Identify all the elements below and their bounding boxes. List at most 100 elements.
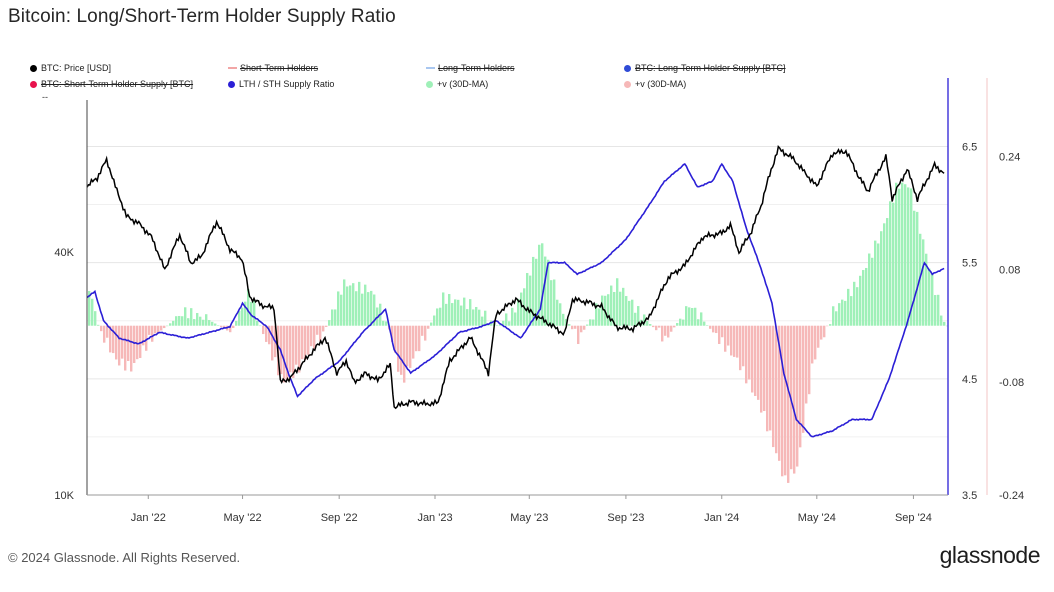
oscillator-bar-positive: [637, 306, 640, 326]
oscillator-bar-negative: [139, 325, 142, 358]
oscillator-bar-positive: [199, 316, 202, 326]
oscillator-bar-positive: [937, 294, 940, 326]
oscillator-bar-negative: [397, 325, 400, 372]
oscillator-bar-positive: [448, 294, 451, 326]
oscillator-bar-positive: [631, 299, 634, 326]
oscillator-bar-negative: [751, 325, 754, 393]
oscillator-bar-positive: [442, 292, 445, 326]
oscillator-bar-positive: [841, 299, 844, 326]
oscillator-bar-negative: [826, 325, 829, 327]
legend-marker-sth-supply: [30, 80, 37, 88]
oscillator-bar-positive: [382, 320, 385, 326]
oscillator-bar-positive: [643, 314, 646, 326]
oscillator-bar-negative: [301, 325, 304, 360]
oscillator-bar-negative: [754, 325, 757, 397]
ratio-line: [86, 162, 945, 438]
oscillator-bar-positive: [871, 257, 874, 326]
x-tick-label: May '22: [223, 512, 261, 524]
oscillator-bar-positive: [625, 296, 628, 326]
legend-item-long-term-holders[interactable]: Long-Term Holders: [426, 63, 515, 73]
oscillator-bar-negative: [802, 325, 805, 433]
price-tick-label: 40K: [54, 247, 74, 259]
oscillator-bar-negative: [727, 325, 730, 346]
oscillator-bar-positive: [364, 284, 367, 326]
oscillator-bar-positive: [181, 316, 184, 326]
oscillator-bar-positive: [352, 283, 355, 326]
oscillator-bar-negative: [424, 325, 427, 341]
oscillator-bar-negative: [820, 325, 823, 340]
oscillator-bar-negative: [805, 325, 808, 404]
oscillator-bar-positive: [844, 300, 847, 326]
oscillator-bar-negative: [712, 325, 715, 333]
oscillator-bar-negative: [661, 325, 664, 342]
oscillator-bar-negative: [220, 325, 223, 327]
oscillator-bar-positive: [610, 285, 613, 326]
oscillator-bar-positive: [238, 310, 241, 326]
oscillator-bar-negative: [283, 325, 286, 383]
oscillator-bar-negative: [262, 325, 265, 335]
oscillator-bar-positive: [547, 259, 550, 326]
oscillator-bar-positive: [496, 325, 499, 326]
legend-item-negative-ma[interactable]: +v (30D-MA): [624, 79, 686, 89]
oscillator-bar-positive: [532, 256, 535, 326]
legend-item-lth-supply[interactable]: BTC: Long-Term Holder Supply [BTC]: [624, 63, 786, 73]
ratio-tick-label: 3.5: [962, 490, 977, 502]
oscillator-bar-positive: [682, 319, 685, 326]
oscillator-bar-positive: [883, 223, 886, 326]
legend-item-lth-sth-ratio[interactable]: LTH / STH Supply Ratio: [228, 79, 334, 89]
oscillator-bar-negative: [115, 325, 118, 360]
oscillator-bar-positive: [886, 218, 889, 326]
oscillator-bar-negative: [652, 325, 655, 328]
oscillator-bar-positive: [895, 182, 898, 326]
oscillator-bar-negative: [415, 325, 418, 352]
oscillator-bar-positive: [235, 321, 238, 326]
oscillator-tick-label: -0.08: [999, 377, 1024, 389]
oscillator-bar-negative: [265, 325, 268, 342]
oscillator-bar-positive: [346, 286, 349, 326]
legend-item-short-term-holders[interactable]: Short-Term Holders: [228, 63, 318, 73]
legend-item-btc-price[interactable]: BTC: Price [USD]: [30, 63, 111, 73]
oscillator-bar-positive: [853, 281, 856, 326]
oscillator-bar-positive: [946, 325, 949, 327]
legend-marker-sth: [228, 67, 237, 69]
oscillator-bar-positive: [676, 323, 679, 326]
oscillator-bar-negative: [109, 325, 112, 353]
oscillator-bar-positive: [337, 291, 340, 326]
oscillator-bar-positive: [874, 240, 877, 326]
oscillator-bar-positive: [898, 188, 901, 326]
price-tick-label: 10K: [54, 490, 74, 502]
oscillator-bar-positive: [433, 315, 436, 326]
oscillator-bar-positive: [463, 297, 466, 326]
legend-item-positive-ma[interactable]: +v (30D-MA): [426, 79, 488, 89]
oscillator-bar-positive: [559, 303, 562, 326]
x-tick-label: Sep '22: [321, 512, 358, 524]
oscillator-bar-negative: [823, 325, 826, 338]
oscillator-bar-positive: [868, 253, 871, 326]
oscillator-bar-negative: [307, 325, 310, 355]
oscillator-bar-positive: [706, 325, 709, 326]
oscillator-bar-positive: [649, 324, 652, 326]
x-tick-label: May '23: [510, 512, 548, 524]
oscillator-bar-negative: [103, 325, 106, 343]
oscillator-bar-negative: [799, 325, 802, 448]
legend-extra: --: [42, 92, 48, 102]
oscillator-bar-negative: [391, 325, 394, 342]
oscillator-bar-negative: [655, 325, 658, 331]
oscillator-bar-positive: [541, 243, 544, 326]
oscillator-bar-positive: [880, 231, 883, 326]
oscillator-bar-negative: [709, 325, 712, 329]
oscillator-bar-positive: [904, 184, 907, 326]
oscillator-bar-negative: [715, 325, 718, 334]
oscillator-bar-positive: [358, 281, 361, 326]
oscillator-bar-negative: [775, 325, 778, 454]
ratio-tick-label: 6.5: [962, 141, 977, 153]
oscillator-bar-positive: [847, 288, 850, 326]
legend-item-sth-supply[interactable]: BTC: Short-Term Holder Supply [BTC]: [30, 79, 193, 89]
oscillator-bar-negative: [748, 325, 751, 380]
x-tick-label: May '24: [798, 512, 836, 524]
oscillator-bar-negative: [583, 325, 586, 330]
oscillator-bar-positive: [175, 316, 178, 326]
oscillator-bar-positive: [184, 307, 187, 326]
oscillator-bar-negative: [148, 325, 151, 335]
oscillator-bar-positive: [343, 279, 346, 326]
